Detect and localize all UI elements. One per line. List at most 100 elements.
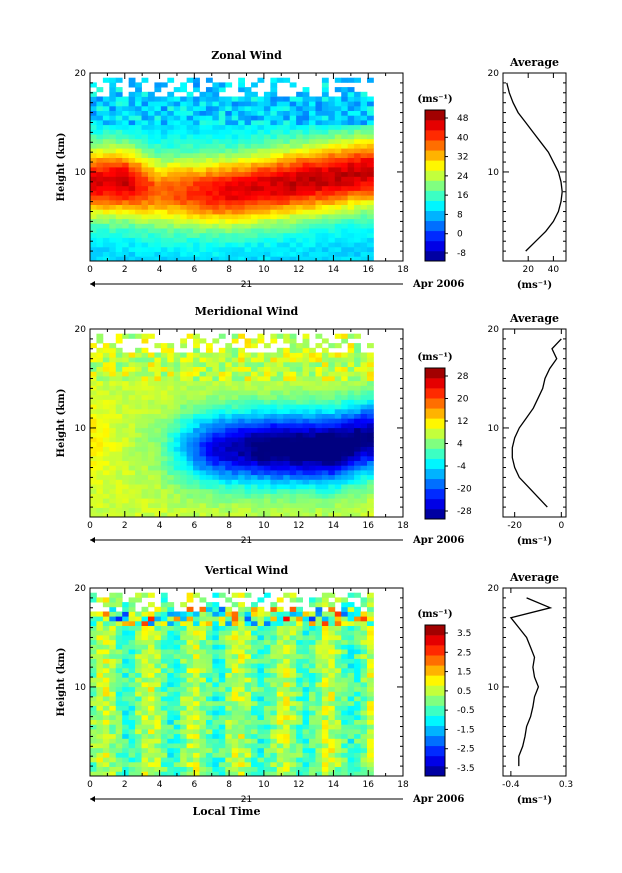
heatmap-cell xyxy=(154,413,162,419)
heatmap-cell xyxy=(231,218,239,224)
heatmap-cell xyxy=(154,385,162,391)
heatmap-cell xyxy=(115,757,123,763)
heatmap-cell xyxy=(109,658,117,664)
heatmap-cell xyxy=(354,152,361,158)
heatmap-cell xyxy=(257,190,265,196)
x-tick-label: 12 xyxy=(293,265,304,275)
heatmap-cell xyxy=(135,199,142,205)
heatmap-cell xyxy=(321,502,329,508)
heatmap-cell xyxy=(199,228,207,234)
heatmap-cell xyxy=(360,190,368,196)
heatmap-cell xyxy=(251,738,258,744)
heatmap-cell xyxy=(122,223,130,229)
heatmap-cell xyxy=(199,460,207,466)
heatmap-cell xyxy=(302,498,310,504)
heatmap-cell xyxy=(212,129,220,135)
x-tick-label: 4 xyxy=(157,265,163,275)
heatmap-cell xyxy=(225,672,233,678)
heatmap-cell xyxy=(102,738,110,744)
heatmap-cell xyxy=(276,162,284,168)
heatmap-cell xyxy=(309,408,316,414)
heatmap-cell xyxy=(154,729,162,735)
heatmap-cell xyxy=(302,237,310,243)
heatmap-cell xyxy=(276,110,284,116)
heatmap-cell xyxy=(186,251,194,257)
heatmap-cell xyxy=(289,696,297,702)
heatmap-cell xyxy=(96,427,104,433)
heatmap-cell xyxy=(96,747,104,753)
heatmap-cell xyxy=(147,115,155,121)
heatmap-cell xyxy=(193,120,200,126)
heatmap-cell xyxy=(257,677,265,683)
heatmap-cell xyxy=(109,110,117,116)
heatmap-cell xyxy=(109,470,117,476)
heatmap-cell xyxy=(347,441,355,447)
heatmap-cell xyxy=(212,399,220,405)
heatmap-cell xyxy=(199,766,207,772)
heatmap-cell xyxy=(173,361,181,367)
heatmap-cell xyxy=(205,380,213,386)
heatmap-cell xyxy=(205,441,213,447)
heatmap-cell xyxy=(160,441,168,447)
heatmap-cell xyxy=(135,357,142,363)
heatmap-cell xyxy=(96,761,104,767)
heatmap-cell xyxy=(205,228,213,234)
heatmap-cell xyxy=(180,176,188,182)
heatmap-cell xyxy=(128,120,136,126)
heatmap-cell xyxy=(199,451,207,457)
x-tick-label: 10 xyxy=(258,265,270,275)
heatmap-cell xyxy=(347,115,355,121)
heatmap-cell xyxy=(315,171,323,177)
heatmap-cell xyxy=(90,498,97,504)
heatmap-cell xyxy=(115,195,123,201)
heatmap-cell xyxy=(231,347,239,353)
heatmap-cell xyxy=(289,493,297,499)
heatmap-cell xyxy=(205,242,213,248)
heatmap-cell xyxy=(354,352,361,358)
heatmap-cell xyxy=(315,404,323,410)
heatmap-cell xyxy=(135,710,142,716)
heatmap-cell xyxy=(231,611,239,617)
heatmap-cell xyxy=(199,96,207,102)
heatmap-cell xyxy=(167,639,175,645)
heatmap-cell xyxy=(96,597,104,603)
heatmap-cell xyxy=(205,432,213,438)
heatmap-cell xyxy=(309,209,316,215)
heatmap-cell xyxy=(263,441,271,447)
heatmap-cell xyxy=(199,366,207,372)
heatmap-cell xyxy=(270,214,278,220)
heatmap-cell xyxy=(231,376,239,382)
heatmap-cell xyxy=(141,512,149,518)
heatmap-cell xyxy=(238,251,245,257)
heatmap-cell xyxy=(193,663,200,669)
heatmap-cell xyxy=(251,91,258,97)
heatmap-cell xyxy=(251,394,258,400)
heatmap-cell xyxy=(173,625,181,631)
heatmap-cell xyxy=(238,82,245,88)
heatmap-cell xyxy=(180,455,188,461)
heatmap-cell xyxy=(122,625,130,631)
heatmap-cell xyxy=(128,696,136,702)
heatmap-cell xyxy=(257,385,265,391)
heatmap-cell xyxy=(147,228,155,234)
heatmap-cell xyxy=(160,190,168,196)
heatmap-cell xyxy=(186,512,194,518)
heatmap-cell xyxy=(147,242,155,248)
heatmap-cell xyxy=(122,394,130,400)
heatmap-cell xyxy=(231,394,239,400)
heatmap-cell xyxy=(193,710,200,716)
heatmap-cell xyxy=(135,639,142,645)
heatmap-cell xyxy=(90,228,97,234)
heatmap-cell xyxy=(173,423,181,429)
heatmap-cell xyxy=(289,502,297,508)
heatmap-cell xyxy=(90,101,97,107)
colorbar-segment xyxy=(425,478,445,490)
heatmap-cell xyxy=(354,138,361,144)
heatmap-cell xyxy=(141,766,149,772)
heatmap-cell xyxy=(135,498,142,504)
heatmap-cell xyxy=(270,616,278,622)
heatmap-cell xyxy=(205,644,213,650)
heatmap-cell xyxy=(289,705,297,711)
heatmap-cell xyxy=(218,176,226,182)
heatmap-cell xyxy=(309,667,316,673)
